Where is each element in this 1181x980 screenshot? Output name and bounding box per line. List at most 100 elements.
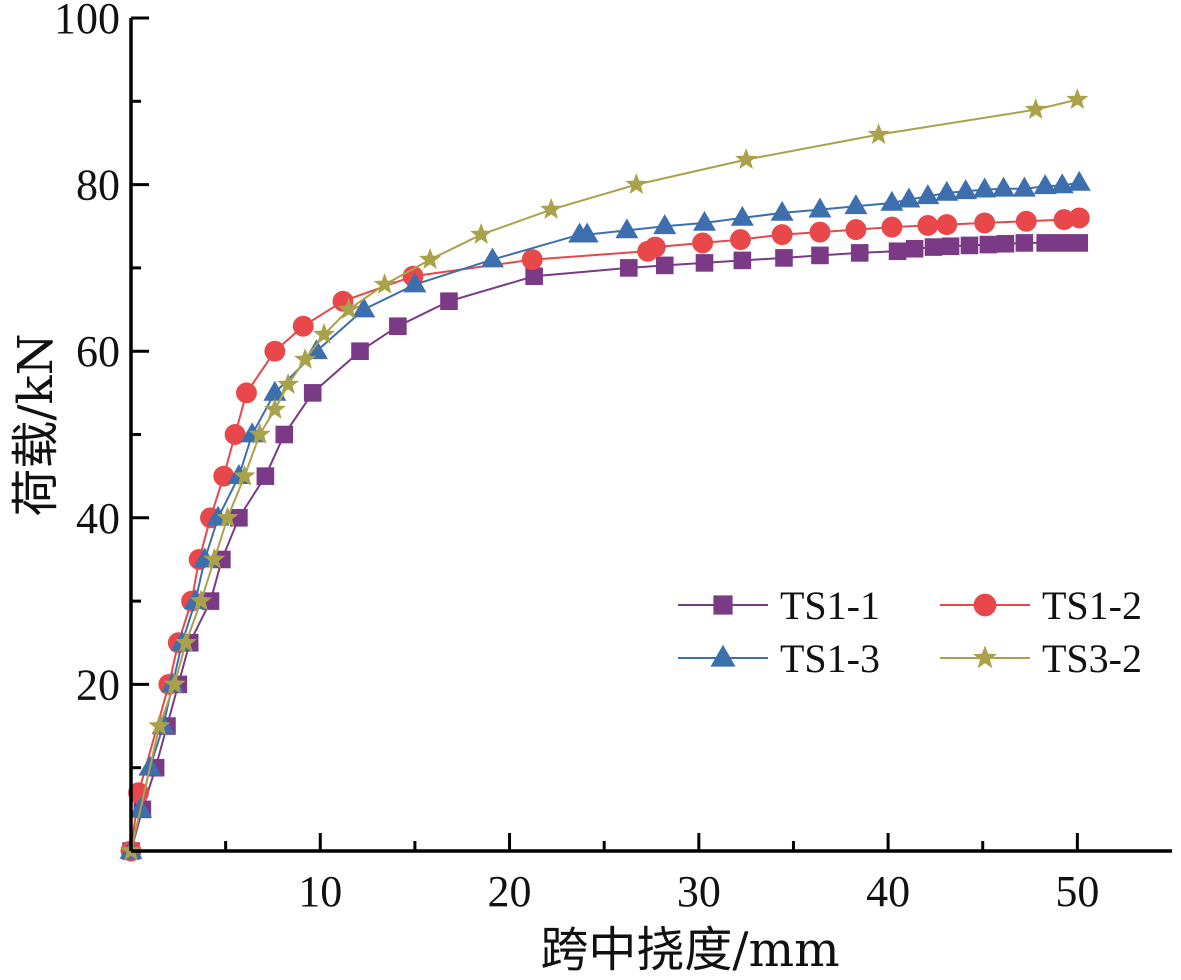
data-point xyxy=(1015,210,1037,232)
legend-label: TS1-2 xyxy=(1042,583,1142,628)
data-point xyxy=(521,249,543,271)
legend-item: TS1-3 xyxy=(678,636,880,681)
data-point xyxy=(845,219,867,241)
data-point xyxy=(992,176,1016,197)
data-point xyxy=(525,267,543,286)
data-point xyxy=(248,422,271,444)
data-point xyxy=(811,246,829,265)
data-point xyxy=(303,384,322,402)
data-point xyxy=(481,247,505,268)
x-tick-label: 50 xyxy=(1055,867,1099,916)
data-point xyxy=(540,198,563,219)
x-axis-title: 跨中挠度/mm xyxy=(540,922,839,978)
y-tick-label: 100 xyxy=(54,0,120,43)
data-point xyxy=(619,259,638,277)
data-point xyxy=(917,214,939,236)
data-point xyxy=(1066,88,1089,109)
x-tick-label: 40 xyxy=(866,867,910,916)
data-point xyxy=(644,236,666,258)
data-point xyxy=(905,239,924,258)
legend-label: TS3-2 xyxy=(1042,636,1142,681)
y-axis-title: 荷载/kN xyxy=(8,333,64,516)
data-point xyxy=(352,297,376,318)
data-point xyxy=(148,714,171,736)
data-point xyxy=(277,372,300,394)
data-point xyxy=(1024,98,1047,119)
data-point xyxy=(850,244,869,262)
y-tick-label: 20 xyxy=(76,660,120,709)
y-tick-label: 80 xyxy=(76,161,120,210)
data-point xyxy=(236,382,257,404)
data-point xyxy=(916,184,940,205)
data-point xyxy=(216,506,239,528)
data-point xyxy=(263,397,286,419)
legend-marker xyxy=(973,593,997,617)
data-point xyxy=(771,224,793,246)
legend-label: TS1-1 xyxy=(780,583,880,628)
data-point xyxy=(935,180,959,201)
data-point xyxy=(867,123,890,144)
legend-marker xyxy=(713,595,733,615)
data-point xyxy=(1070,234,1089,252)
data-point xyxy=(224,424,246,445)
data-point xyxy=(419,248,442,269)
series-TS1-1 xyxy=(122,234,1089,860)
x-ticks: 10 20 30 40 50 xyxy=(224,833,1099,916)
data-point xyxy=(730,229,751,251)
data-point xyxy=(808,197,832,218)
data-point xyxy=(440,292,458,311)
data-point xyxy=(292,315,314,337)
y-tick-label: 60 xyxy=(76,327,120,376)
data-point xyxy=(403,272,427,293)
series-TS3-2 xyxy=(120,88,1089,861)
data-point xyxy=(979,235,998,254)
data-point xyxy=(1033,174,1057,195)
legend-marker xyxy=(973,645,997,669)
data-point xyxy=(230,509,248,527)
series-line xyxy=(130,241,1080,852)
data-point xyxy=(1012,176,1036,197)
data-point xyxy=(881,216,903,238)
series-TS1-3 xyxy=(119,170,1091,859)
legend-marker xyxy=(710,644,736,667)
data-point xyxy=(313,322,336,344)
data-point xyxy=(733,251,752,270)
series-line xyxy=(130,181,1080,852)
data-point xyxy=(264,340,286,362)
series-TS1-2 xyxy=(120,207,1090,862)
data-point xyxy=(1036,234,1054,252)
data-point xyxy=(735,148,758,169)
data-point xyxy=(954,179,978,200)
data-point xyxy=(775,249,793,267)
data-point xyxy=(263,380,287,401)
data-point xyxy=(203,547,226,569)
data-point xyxy=(1068,207,1090,229)
data-point xyxy=(655,256,674,275)
data-point xyxy=(653,214,677,235)
data-point xyxy=(695,254,714,272)
data-point xyxy=(1053,234,1072,252)
data-point xyxy=(373,273,396,294)
data-point xyxy=(575,222,599,243)
data-point xyxy=(389,317,407,336)
data-point xyxy=(960,236,979,255)
data-point xyxy=(470,223,493,244)
x-tick-label: 10 xyxy=(298,867,342,916)
data-point xyxy=(1067,170,1091,191)
data-point xyxy=(190,589,213,611)
plot-area xyxy=(119,88,1091,862)
data-point xyxy=(973,177,997,198)
data-point xyxy=(936,214,958,236)
axes: 10 20 30 40 50 20 40 60 80 100 xyxy=(54,0,1172,916)
data-point xyxy=(888,242,907,261)
data-point xyxy=(337,298,360,319)
data-point xyxy=(692,232,714,254)
data-point xyxy=(1053,209,1075,231)
data-point xyxy=(809,221,831,243)
data-point xyxy=(693,210,716,231)
data-point xyxy=(974,212,996,234)
data-point xyxy=(730,205,754,226)
data-point xyxy=(1015,234,1034,252)
data-point xyxy=(294,347,317,369)
